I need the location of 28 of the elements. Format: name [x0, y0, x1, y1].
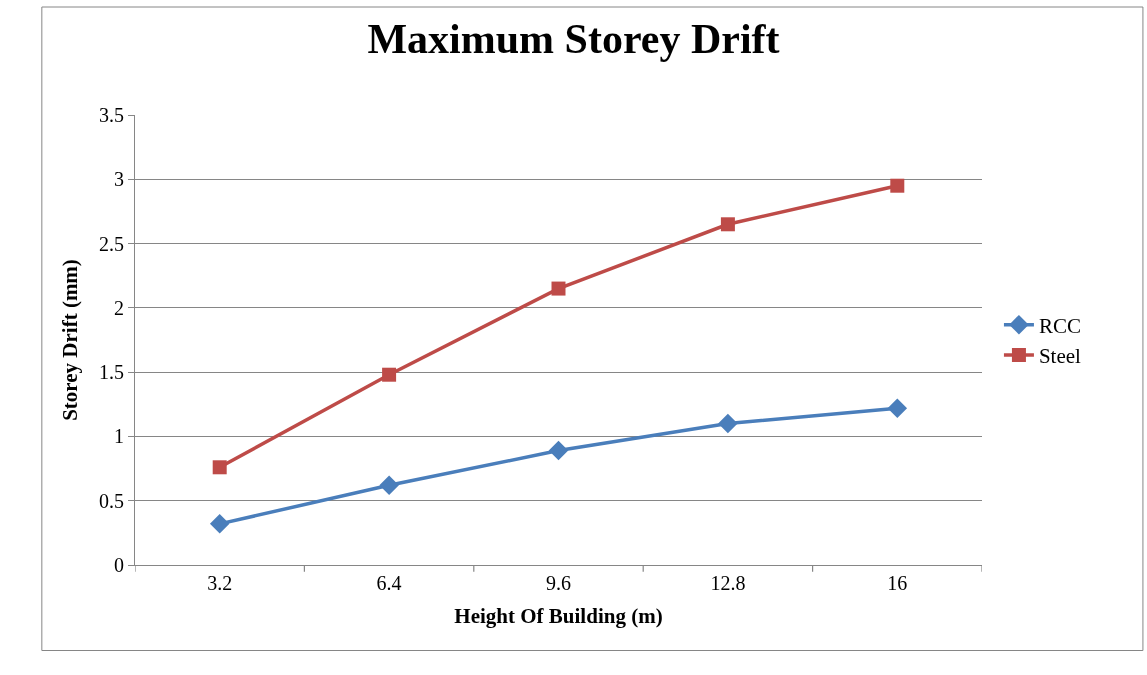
y-tick-label: 1.5	[99, 361, 124, 384]
legend-label: RCC	[1038, 313, 1081, 338]
point	[548, 440, 569, 461]
y-tick-label: 3.5	[99, 104, 124, 126]
y-tick-label: 0.5	[99, 489, 124, 512]
point	[887, 398, 908, 418]
x-tick-label: 16	[887, 572, 908, 594]
x-tick-label: 9.6	[546, 572, 571, 594]
legend-label: Steel	[1038, 344, 1082, 369]
x-axis-title: Height Of Building (m)	[454, 604, 663, 629]
y-tick-label: 2	[114, 296, 124, 319]
x-tick-label: 3.2	[207, 572, 233, 594]
point	[551, 281, 566, 296]
point	[212, 460, 227, 475]
point	[209, 514, 230, 534]
y-tick-label: 3	[114, 168, 124, 191]
y-tick-label: 2.5	[99, 232, 124, 255]
point	[890, 178, 905, 193]
x-tick-label: 12.8	[710, 572, 746, 594]
x-tick-label: 6.4	[376, 572, 402, 594]
point	[720, 217, 735, 232]
point	[718, 413, 738, 434]
point	[382, 367, 397, 382]
y-tick-label: 0	[114, 554, 124, 576]
y-tick-label: 1	[114, 425, 124, 448]
chart-title: Maximum Storey Drift	[367, 16, 780, 63]
y-axis-title: Storey Drift (mm)	[58, 259, 83, 421]
point	[379, 475, 399, 496]
